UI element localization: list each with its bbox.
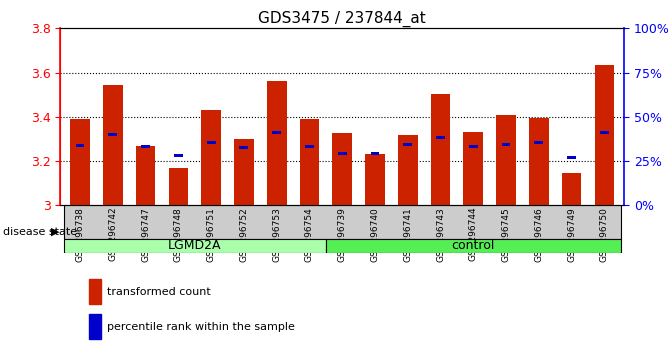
- Bar: [332, 133, 352, 205]
- Bar: [600, 131, 609, 134]
- Bar: [64, 239, 326, 253]
- Bar: [168, 168, 188, 205]
- Bar: [398, 135, 417, 205]
- Bar: [267, 81, 287, 205]
- Bar: [436, 136, 445, 139]
- Text: GSM296741: GSM296741: [403, 207, 412, 262]
- Text: GSM296739: GSM296739: [338, 207, 347, 262]
- Bar: [502, 143, 511, 146]
- Bar: [76, 144, 85, 147]
- Bar: [497, 115, 516, 205]
- Bar: [136, 145, 156, 205]
- Bar: [338, 152, 347, 155]
- Bar: [234, 139, 254, 205]
- Bar: [300, 119, 319, 205]
- Text: GSM296744: GSM296744: [469, 207, 478, 261]
- Bar: [464, 132, 483, 205]
- Bar: [469, 145, 478, 148]
- Bar: [529, 118, 549, 205]
- Bar: [89, 314, 101, 339]
- Text: GSM296749: GSM296749: [567, 207, 576, 262]
- Bar: [272, 131, 281, 134]
- Bar: [141, 145, 150, 148]
- Bar: [567, 156, 576, 159]
- Text: GSM296742: GSM296742: [108, 207, 117, 261]
- Text: GSM296743: GSM296743: [436, 207, 445, 262]
- Bar: [403, 143, 412, 146]
- Bar: [89, 279, 101, 304]
- Text: GSM296750: GSM296750: [600, 207, 609, 262]
- Title: GDS3475 / 237844_at: GDS3475 / 237844_at: [258, 11, 426, 27]
- Text: disease state: disease state: [3, 227, 77, 237]
- Text: GSM296745: GSM296745: [501, 207, 511, 262]
- Bar: [370, 152, 379, 155]
- Text: GSM296753: GSM296753: [272, 207, 281, 262]
- Bar: [326, 239, 621, 253]
- Text: percentile rank within the sample: percentile rank within the sample: [107, 322, 295, 332]
- Text: control: control: [452, 239, 495, 252]
- Bar: [595, 65, 614, 205]
- Bar: [365, 154, 384, 205]
- Bar: [64, 205, 621, 239]
- Text: GSM296740: GSM296740: [370, 207, 380, 262]
- Bar: [534, 141, 544, 144]
- Text: ▶: ▶: [51, 227, 60, 237]
- Bar: [70, 119, 90, 205]
- Bar: [103, 85, 123, 205]
- Text: GSM296754: GSM296754: [305, 207, 314, 262]
- Bar: [207, 141, 215, 144]
- Text: GSM296751: GSM296751: [207, 207, 215, 262]
- Text: GSM296746: GSM296746: [534, 207, 544, 262]
- Bar: [174, 154, 183, 157]
- Text: GSM296738: GSM296738: [76, 207, 85, 262]
- Bar: [240, 146, 248, 149]
- Bar: [305, 145, 314, 148]
- Bar: [562, 173, 582, 205]
- Text: LGMD2A: LGMD2A: [168, 239, 221, 252]
- Bar: [431, 93, 450, 205]
- Bar: [109, 133, 117, 136]
- Bar: [201, 110, 221, 205]
- Text: transformed count: transformed count: [107, 287, 210, 297]
- Text: GSM296752: GSM296752: [240, 207, 248, 262]
- Text: GSM296747: GSM296747: [141, 207, 150, 262]
- Text: GSM296748: GSM296748: [174, 207, 183, 262]
